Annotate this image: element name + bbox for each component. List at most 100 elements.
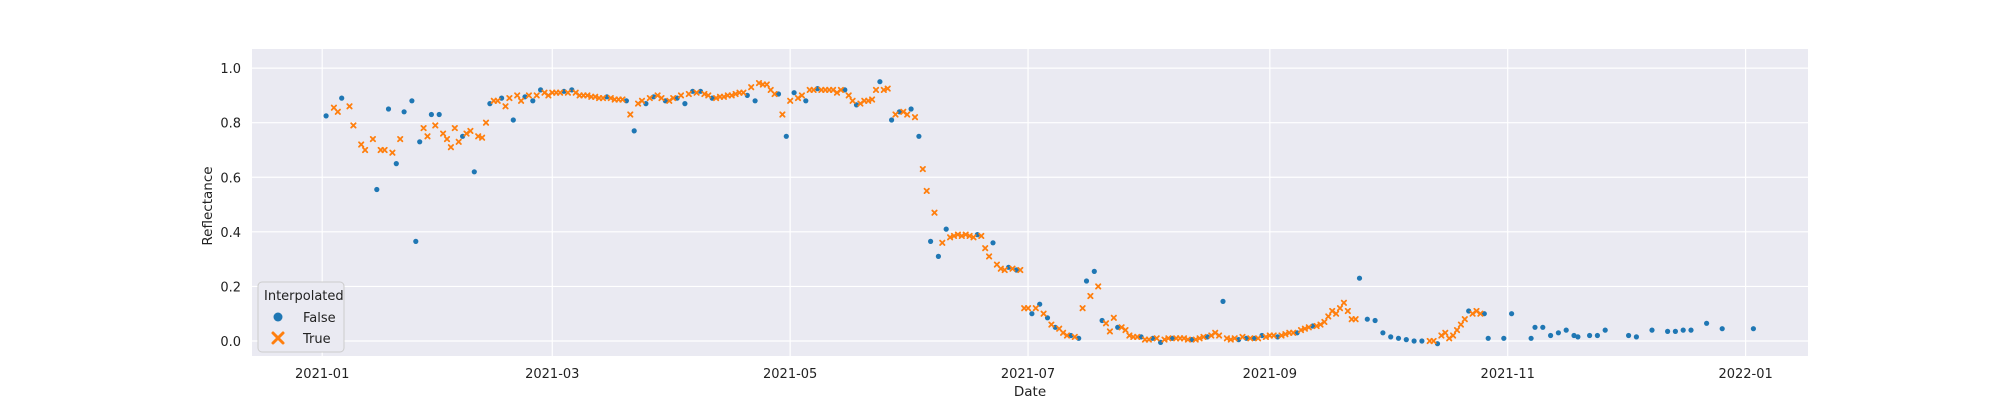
- point-interpolated: [564, 89, 571, 96]
- point-interpolated: [693, 89, 700, 96]
- point-interpolated: [1032, 305, 1039, 312]
- y-tick-label: 0.2: [220, 280, 241, 295]
- point-interpolated: [432, 122, 439, 129]
- point-interpolated: [1087, 292, 1094, 300]
- point-interpolated: [1239, 333, 1246, 340]
- point-interpolated: [1106, 328, 1113, 335]
- point-interpolated: [1134, 333, 1141, 340]
- point-not-interpolated: [1395, 335, 1402, 341]
- point-interpolated: [911, 114, 919, 121]
- point-not-interpolated: [916, 133, 922, 139]
- point-interpolated: [346, 103, 353, 110]
- point-interpolated: [1450, 332, 1457, 339]
- point-interpolated: [1453, 327, 1461, 334]
- point-interpolated: [1009, 265, 1016, 272]
- point-not-interpolated: [1548, 332, 1554, 339]
- point-not-interpolated: [1403, 337, 1409, 343]
- x-tick-label: 2021-07: [1001, 367, 1055, 382]
- point-not-interpolated: [1563, 327, 1569, 333]
- point-not-interpolated: [413, 238, 419, 244]
- point-not-interpolated: [428, 111, 434, 118]
- point-not-interpolated: [1688, 327, 1694, 333]
- point-interpolated: [837, 86, 844, 93]
- legend: Interpolated False True: [257, 281, 345, 353]
- point-not-interpolated: [1649, 327, 1655, 333]
- point-interpolated: [334, 108, 341, 115]
- point-not-interpolated: [775, 91, 782, 97]
- point-not-interpolated: [436, 111, 442, 118]
- point-interpolated: [677, 92, 685, 99]
- point-interpolated: [420, 125, 427, 132]
- data-points: [323, 79, 1756, 347]
- legend-title: Interpolated: [264, 289, 344, 304]
- point-interpolated: [670, 95, 677, 102]
- point-not-interpolated: [1380, 330, 1386, 336]
- point-interpolated: [779, 111, 786, 118]
- point-interpolated: [970, 234, 977, 241]
- x-tick-label: 2021-03: [525, 367, 579, 382]
- point-not-interpolated: [1091, 268, 1097, 274]
- point-interpolated: [1255, 335, 1262, 342]
- point-interpolated: [1001, 266, 1008, 274]
- point-interpolated: [1340, 299, 1347, 306]
- x-tick-label: 2022-01: [1718, 367, 1772, 382]
- point-interpolated: [919, 166, 926, 173]
- point-interpolated: [978, 232, 985, 239]
- point-not-interpolated: [510, 117, 516, 123]
- point-interpolated: [1442, 329, 1449, 336]
- y-tick-label: 0.6: [220, 171, 241, 186]
- point-not-interpolated: [1633, 334, 1639, 340]
- point-interpolated: [787, 97, 794, 104]
- point-interpolated: [904, 111, 911, 118]
- legend-false-label: False: [303, 311, 336, 326]
- point-not-interpolated: [1372, 317, 1378, 324]
- x-tick-label: 2021-11: [1481, 367, 1535, 382]
- point-interpolated: [397, 136, 404, 143]
- point-interpolated: [494, 97, 501, 104]
- point-interpolated: [1270, 332, 1277, 339]
- point-interpolated: [455, 138, 462, 145]
- point-not-interpolated: [1672, 328, 1678, 334]
- point-interpolated: [982, 245, 989, 252]
- point-interpolated: [1017, 266, 1024, 274]
- y-tick-label: 0.4: [220, 226, 241, 241]
- point-interpolated: [1231, 335, 1238, 342]
- point-not-interpolated: [1485, 335, 1491, 341]
- point-interpolated: [705, 92, 712, 99]
- point-not-interpolated: [1411, 338, 1417, 344]
- point-interpolated: [1095, 283, 1102, 290]
- y-tick-label: 1.0: [220, 62, 241, 77]
- point-interpolated: [1184, 336, 1191, 343]
- point-interpolated: [619, 96, 626, 103]
- point-not-interpolated: [1169, 335, 1175, 341]
- point-interpolated: [440, 130, 447, 137]
- point-not-interpolated: [803, 98, 809, 104]
- x-tick-label: 2021-05: [763, 367, 817, 382]
- point-not-interpolated: [1665, 328, 1671, 334]
- point-interpolated: [381, 146, 388, 154]
- point-not-interpolated: [385, 106, 392, 112]
- point-interpolated: [443, 136, 451, 143]
- point-interpolated: [1290, 329, 1297, 336]
- point-interpolated: [1165, 335, 1172, 342]
- point-not-interpolated: [842, 87, 848, 93]
- point-not-interpolated: [1532, 324, 1538, 330]
- point-not-interpolated: [889, 117, 895, 123]
- point-interpolated: [525, 92, 532, 99]
- point-interpolated: [627, 111, 634, 118]
- point-interpolated: [884, 85, 891, 92]
- point-not-interpolated: [409, 98, 415, 104]
- point-not-interpolated: [1555, 330, 1561, 336]
- point-not-interpolated: [1251, 335, 1257, 341]
- point-interpolated: [482, 119, 490, 126]
- point-interpolated: [424, 133, 431, 140]
- legend-true-marker: [271, 331, 285, 345]
- point-not-interpolated: [1680, 327, 1686, 333]
- point-not-interpolated: [393, 161, 399, 167]
- point-interpolated: [1352, 316, 1359, 323]
- point-not-interpolated: [401, 109, 407, 115]
- point-interpolated: [1336, 305, 1344, 312]
- point-not-interpolated: [1704, 320, 1710, 326]
- point-interpolated: [369, 136, 376, 143]
